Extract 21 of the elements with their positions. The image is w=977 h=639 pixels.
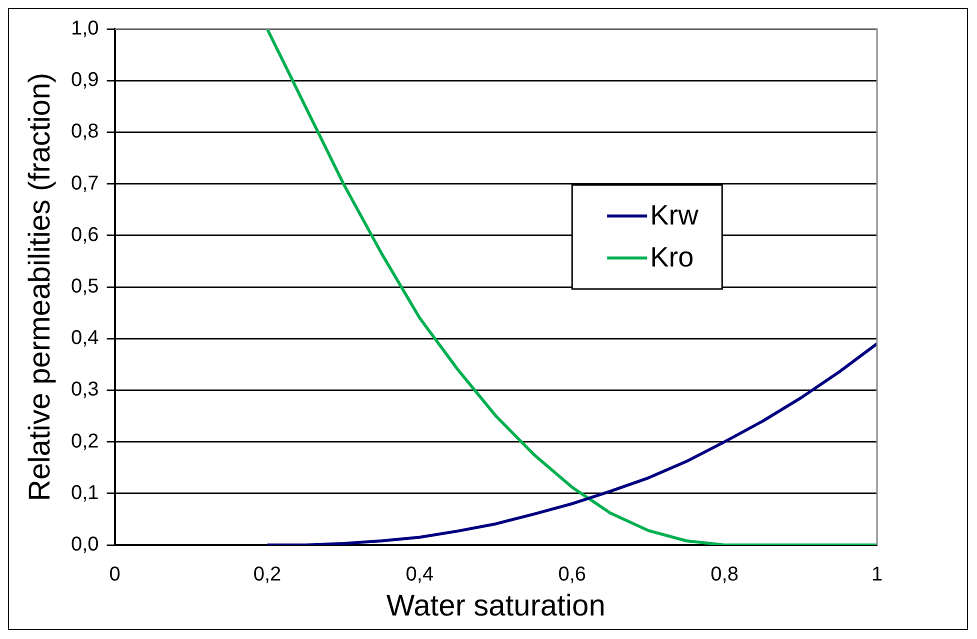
y-axis-title: Relative permeabilities (fraction) bbox=[23, 72, 56, 502]
y-tick-label: 0,5 bbox=[70, 276, 99, 298]
x-tick-label: 0,8 bbox=[710, 564, 738, 586]
x-tick-label: 0 bbox=[109, 564, 120, 586]
y-tick-label: 0,3 bbox=[70, 378, 99, 401]
y-tick-label: 0,6 bbox=[70, 224, 99, 246]
y-tick-label: 0,2 bbox=[70, 430, 99, 452]
y-tick-label: 0,9 bbox=[70, 69, 99, 92]
x-tick-label: 1 bbox=[871, 564, 883, 586]
x-tick-label: 0,6 bbox=[558, 564, 586, 586]
legend-label: Krw bbox=[650, 200, 700, 231]
x-tick-label: 0,2 bbox=[253, 564, 282, 586]
x-axis-title: Water saturation bbox=[386, 589, 606, 622]
y-tick-label: 0,8 bbox=[70, 120, 99, 143]
y-tick-label: 1,0 bbox=[70, 18, 99, 40]
legend-label: Kro bbox=[650, 242, 694, 273]
y-tick-label: 0,1 bbox=[70, 482, 99, 504]
y-tick-label: 0,4 bbox=[70, 327, 99, 350]
x-tick-label: 0,4 bbox=[406, 564, 434, 586]
y-tick-label: 0,7 bbox=[70, 172, 99, 194]
y-tick-label: 0,0 bbox=[70, 534, 99, 556]
